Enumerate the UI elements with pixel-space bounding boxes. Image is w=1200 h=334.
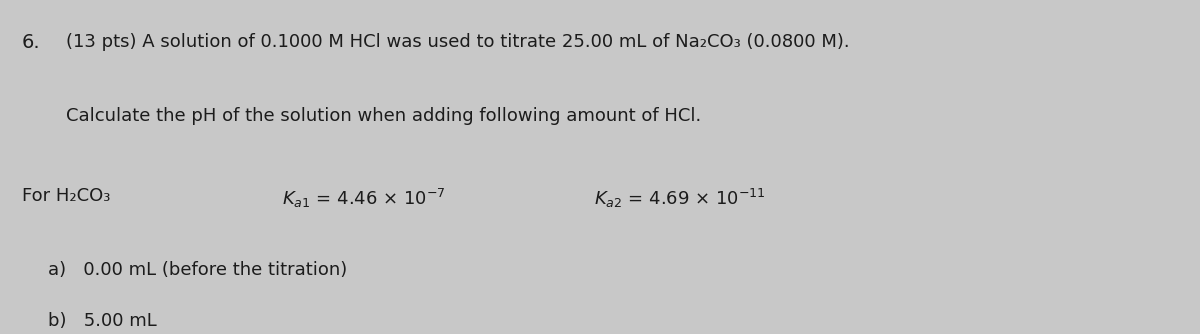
- Text: $K_{a2}$ = 4.69 × 10$^{-11}$: $K_{a2}$ = 4.69 × 10$^{-11}$: [594, 187, 766, 210]
- Text: For H₂CO₃: For H₂CO₃: [22, 187, 110, 205]
- Text: (13 pts) A solution of 0.1000 M HCl was used to titrate 25.00 mL of Na₂CO₃ (0.08: (13 pts) A solution of 0.1000 M HCl was …: [66, 33, 850, 51]
- Text: a)   0.00 mL (before the titration): a) 0.00 mL (before the titration): [48, 261, 347, 279]
- Text: Calculate the pH of the solution when adding following amount of HCl.: Calculate the pH of the solution when ad…: [66, 107, 701, 125]
- Text: $K_{a1}$ = 4.46 × 10$^{-7}$: $K_{a1}$ = 4.46 × 10$^{-7}$: [282, 187, 445, 210]
- Text: b)   5.00 mL: b) 5.00 mL: [48, 312, 157, 330]
- Text: 6.: 6.: [22, 33, 41, 52]
